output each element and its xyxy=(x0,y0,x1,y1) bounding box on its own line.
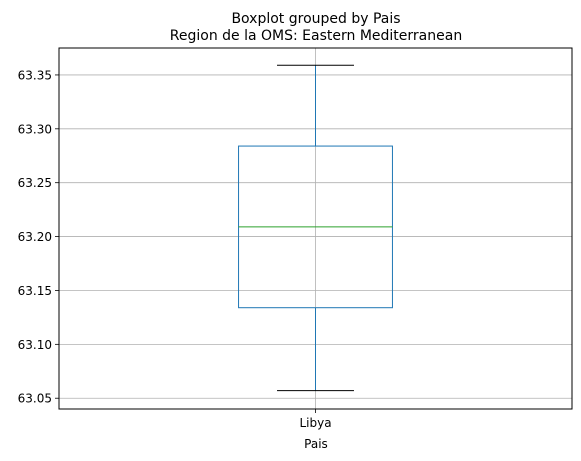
boxes xyxy=(238,64,393,392)
chart-title: Region de la OMS: Eastern Mediterranean xyxy=(170,28,462,44)
y-tick-label: 63.30 xyxy=(18,122,52,136)
y-tick-label: 63.05 xyxy=(18,392,52,406)
y-tick-label: 63.15 xyxy=(18,284,52,298)
y-tick-label: 63.10 xyxy=(18,338,52,352)
x-axis-ticks: Libya xyxy=(299,409,332,430)
x-axis-label: Pais xyxy=(304,437,328,451)
y-tick-label: 63.25 xyxy=(18,176,52,190)
y-tick-label: 63.35 xyxy=(18,68,52,82)
y-tick-label: 63.20 xyxy=(18,230,52,244)
chart-suptitle: Boxplot grouped by Pais xyxy=(231,11,400,27)
x-tick-label: Libya xyxy=(299,416,331,430)
y-axis-ticks: 63.05 63.10 63.15 63.20 63.25 63.30 63.35 xyxy=(18,68,59,406)
plot-area-frame xyxy=(58,47,573,410)
